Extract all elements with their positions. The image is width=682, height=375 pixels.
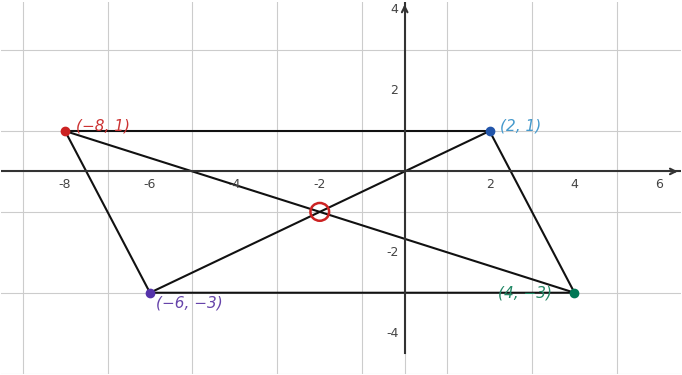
Text: 4: 4 (390, 3, 398, 16)
Text: -4: -4 (228, 177, 241, 190)
Text: 2: 2 (486, 177, 494, 190)
Text: -4: -4 (386, 327, 398, 340)
Text: (4, −3): (4, −3) (498, 285, 552, 300)
Text: -6: -6 (144, 177, 156, 190)
Text: -2: -2 (314, 177, 326, 190)
Text: (2, 1): (2, 1) (500, 118, 542, 134)
Text: (−6, −3): (−6, −3) (156, 296, 223, 310)
Text: 6: 6 (655, 177, 664, 190)
Text: (−8, 1): (−8, 1) (76, 118, 130, 134)
Text: -8: -8 (59, 177, 72, 190)
Text: -2: -2 (386, 246, 398, 259)
Text: 4: 4 (571, 177, 578, 190)
Text: 2: 2 (390, 84, 398, 97)
